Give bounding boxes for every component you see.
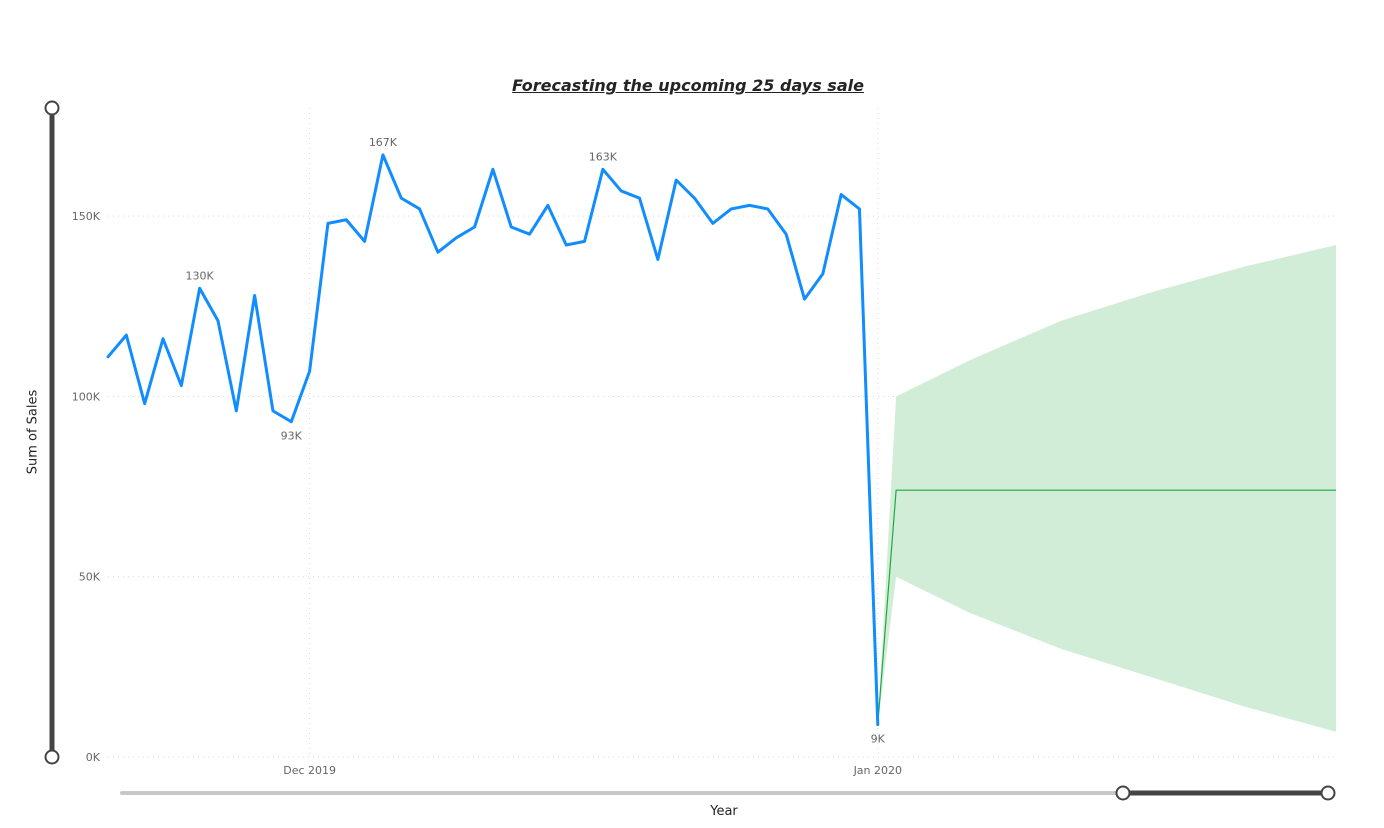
y-zoom-slider-bottom-handle[interactable] xyxy=(44,749,60,765)
x-tick-label: Jan 2020 xyxy=(853,764,902,777)
chart-title: Forecasting the upcoming 25 days sale xyxy=(512,76,864,95)
forecast-band-layer xyxy=(877,245,1336,732)
axis-ticks: 0K 50K 100K 150K Dec 2019 Jan 2020 xyxy=(72,210,902,777)
y-tick-label: 100K xyxy=(72,390,101,403)
data-label: 9K xyxy=(871,733,886,746)
y-tick-label: 150K xyxy=(72,210,101,223)
forecast-confidence-band xyxy=(877,245,1336,732)
data-label: 130K xyxy=(186,269,215,282)
y-tick-label: 0K xyxy=(86,751,101,764)
data-labels: 130K 93K 167K 163K 9K xyxy=(186,136,886,746)
y-tick-label: 50K xyxy=(79,571,101,584)
sales-line xyxy=(106,153,880,727)
x-axis-title: Year xyxy=(710,804,738,819)
y-zoom-slider-top-handle[interactable] xyxy=(44,100,60,116)
data-label: 93K xyxy=(281,430,303,443)
data-label: 163K xyxy=(589,150,618,163)
data-label: 167K xyxy=(369,136,398,149)
series-layer xyxy=(106,153,1336,727)
gridlines xyxy=(108,108,1336,758)
x-zoom-slider-end-handle[interactable] xyxy=(1320,785,1336,801)
x-zoom-slider-start-handle[interactable] xyxy=(1115,785,1131,801)
forecast-line xyxy=(877,489,1336,725)
x-tick-label: Dec 2019 xyxy=(283,764,336,777)
zoom-sliders[interactable] xyxy=(44,100,1336,801)
